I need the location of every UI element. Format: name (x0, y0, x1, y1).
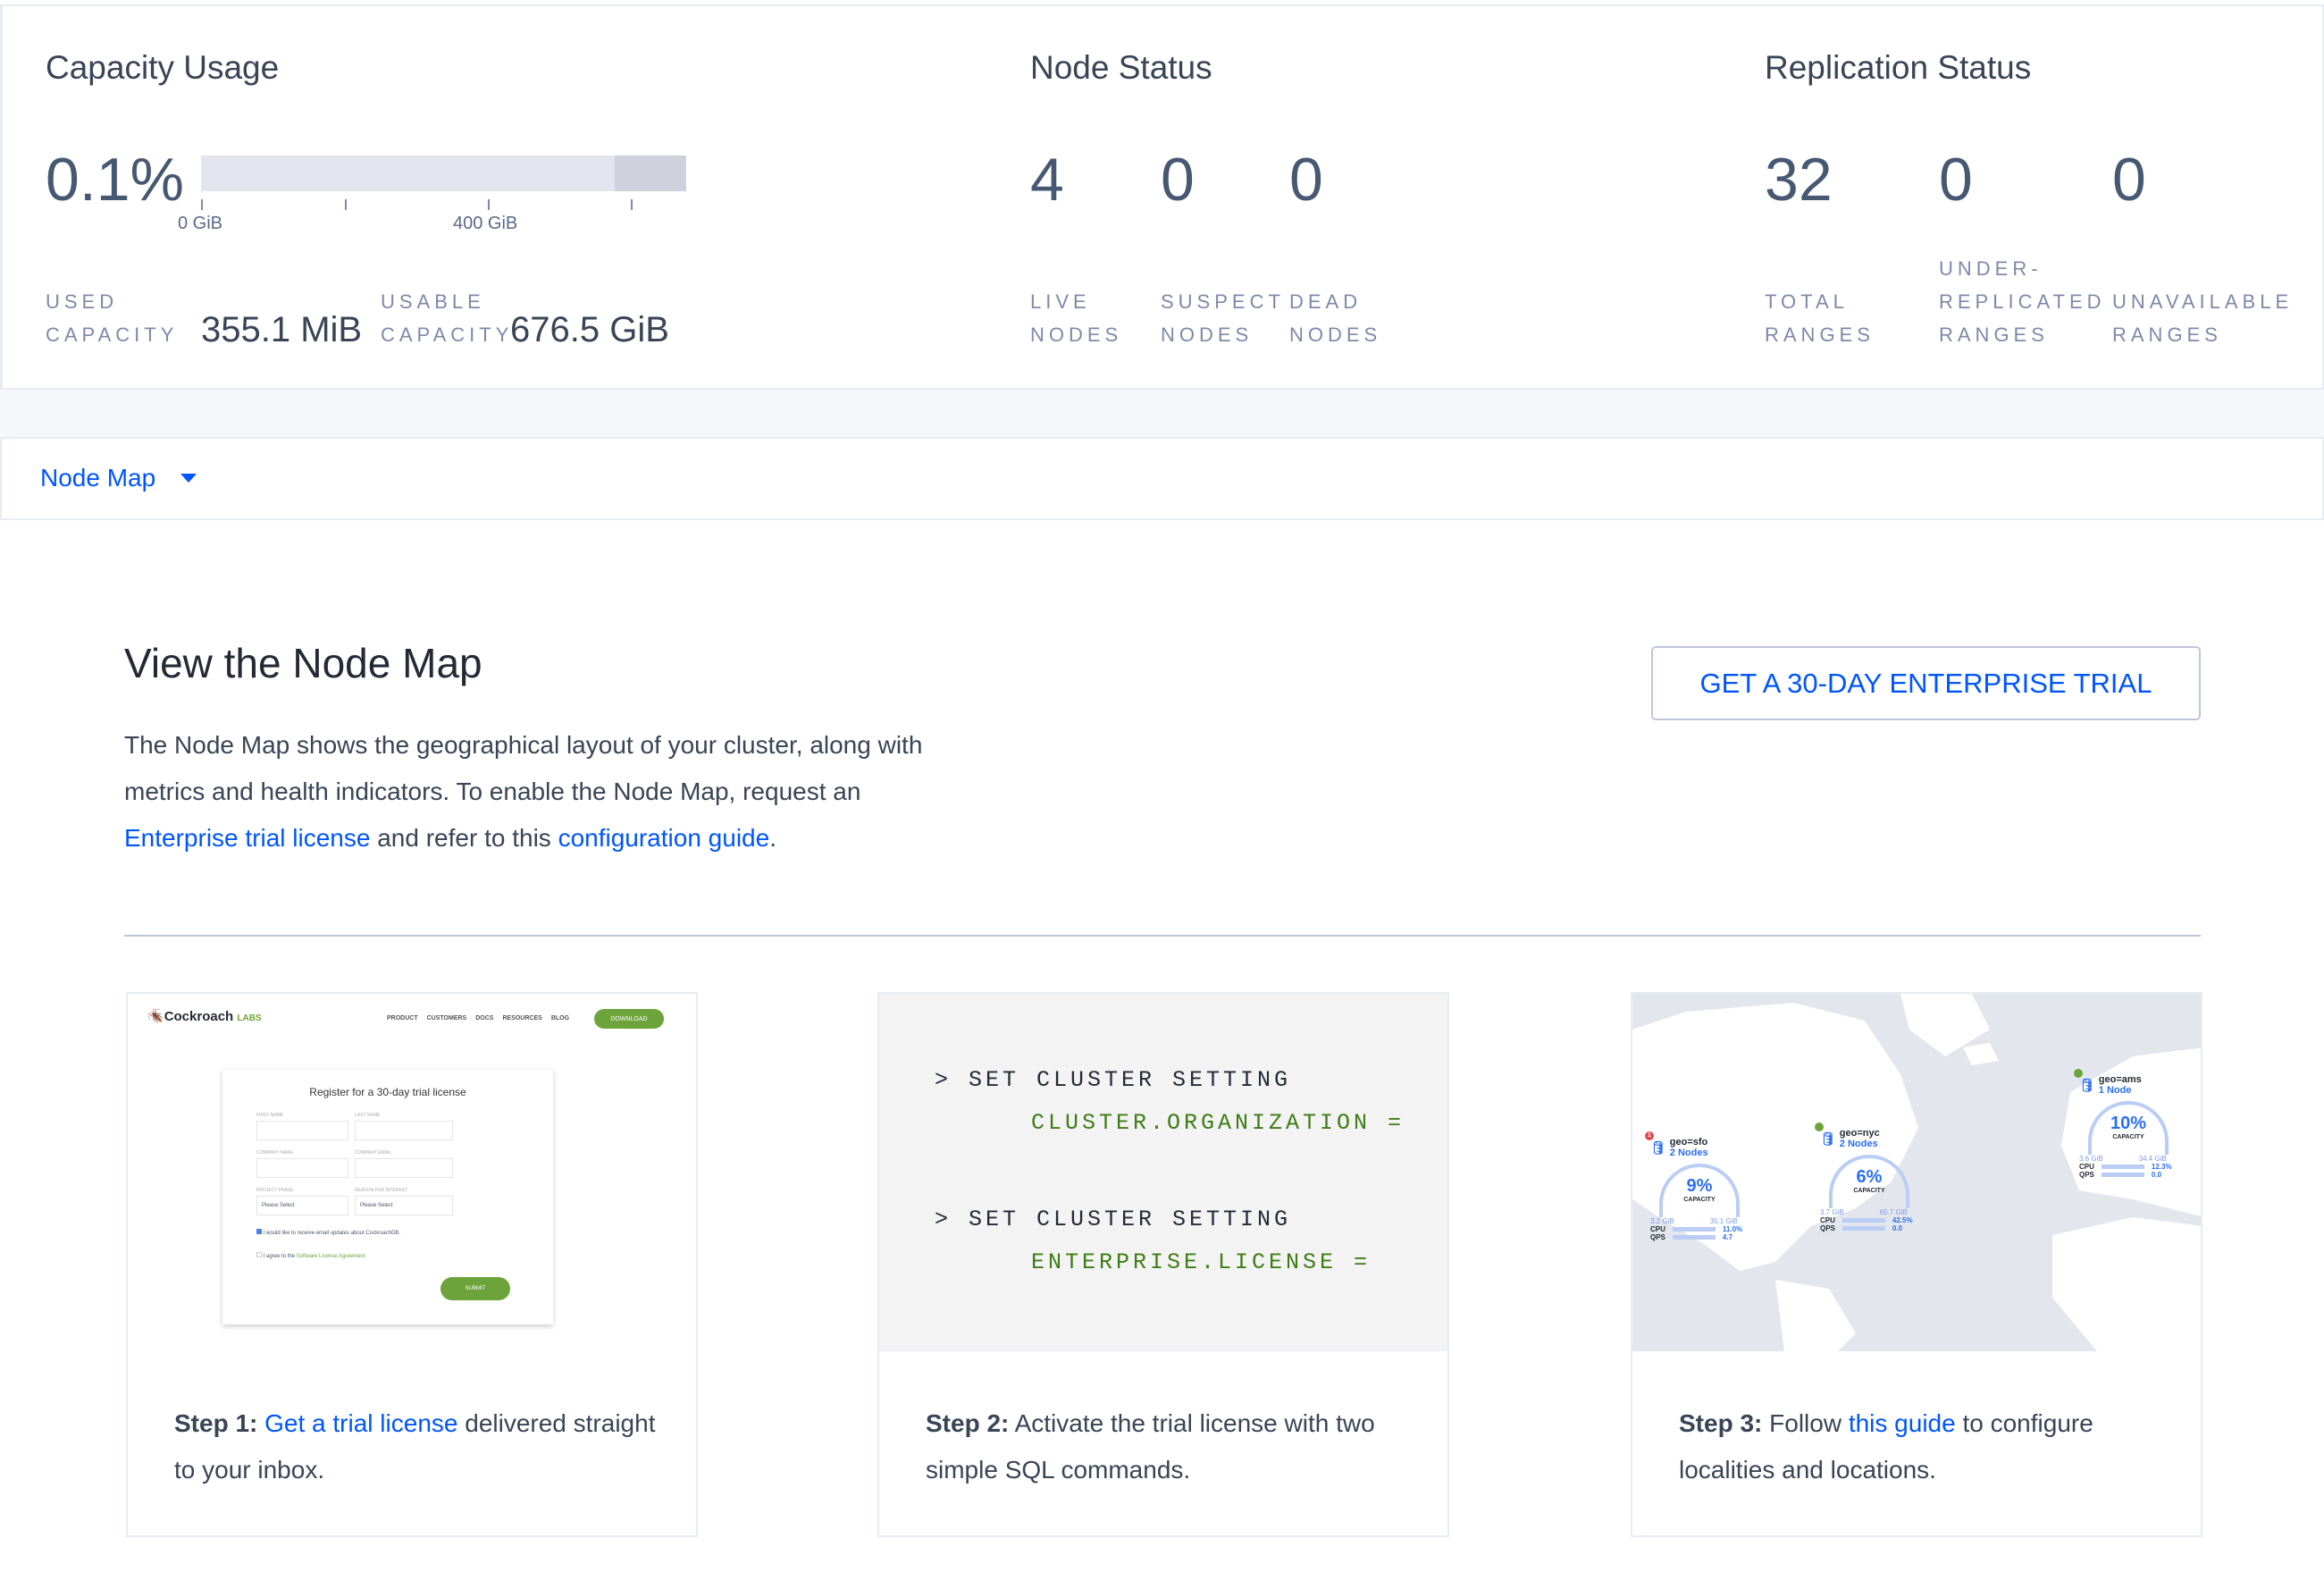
capacity-bar (201, 156, 686, 191)
tick-label: 0 GiB (178, 214, 223, 233)
unavailable-value: 0 (2112, 146, 2146, 214)
sql-command: > SET CLUSTER SETTING (935, 1067, 1292, 1093)
dead-nodes-label: DEAD NODES (1289, 290, 1382, 346)
view-selector-bar: Node Map (0, 437, 2324, 520)
check-badge-icon (1815, 1122, 1824, 1131)
trial-signup-preview: 🪳Cockroach LABS PRODUCT CUSTOMERS DOCS RESO… (128, 994, 696, 1351)
dropdown-label: Node Map (40, 464, 156, 492)
map-locality-widget: 🛢 geo=nyc 2 Nodes 6% CAPACITY 3.7 GiB 65.7 G… (1815, 1122, 1913, 1232)
get-trial-license-link[interactable]: Get a trial license (264, 1409, 458, 1437)
cluster-summary-panel: Capacity Usage 0.1% 0 GiB 400 GiB USED CA… (0, 4, 2324, 390)
tick-label: 400 GiB (453, 214, 518, 233)
usable-capacity-value: 676.5 GiB (510, 310, 669, 349)
signup-form: Register for a 30-day trial license FIRS… (222, 1070, 553, 1324)
step-3-text: Step 3: Follow this guide to configure l… (1679, 1409, 2093, 1484)
this-guide-link[interactable]: this guide (1848, 1409, 1956, 1437)
cockroach-logo: 🪳Cockroach LABS (147, 1009, 262, 1024)
sql-commands-preview: > SET CLUSTER SETTING CLUSTER.ORGANIZATI… (879, 994, 1447, 1351)
live-nodes-value: 4 (1030, 146, 1064, 214)
replication-title: Replication Status (1765, 49, 2032, 86)
capacity-percent: 0.1% (46, 146, 184, 214)
usable-capacity-label: USABLE CAPACITY (381, 290, 514, 346)
page-heading: View the Node Map (124, 640, 482, 686)
used-capacity-label: USED CAPACITY (46, 290, 179, 346)
under-replicated-value: 0 (1939, 146, 1973, 214)
check-badge-icon (2074, 1069, 2083, 1078)
capacity-bar-segment (615, 156, 686, 191)
used-capacity-value: 355.1 MiB (201, 310, 363, 349)
step-2-card: > SET CLUSTER SETTING CLUSTER.ORGANIZATI… (877, 992, 1449, 1537)
unavailable-label: UNAVAILABLE RANGES (2112, 290, 2294, 346)
total-ranges-label: TOTAL RANGES (1765, 290, 1875, 346)
step-3-card: 🛢 geo=sfo 2 Nodes 9% CAPACITY 3.2 GiB 35.1 G… (1631, 992, 2202, 1537)
map-locality-widget: 🛢 geo=sfo 2 Nodes 9% CAPACITY 3.2 GiB 35.1 G… (1645, 1131, 1742, 1241)
dead-nodes-value: 0 (1289, 146, 1323, 214)
configuration-guide-link[interactable]: configuration guide (558, 824, 770, 852)
node-map-preview: 🛢 geo=sfo 2 Nodes 9% CAPACITY 3.2 GiB 35.1 G… (1632, 994, 2201, 1351)
database-icon: 🛢 (1650, 1139, 1666, 1155)
caret-down-icon (180, 474, 197, 483)
enterprise-trial-link[interactable]: Enterprise trial license (124, 824, 371, 852)
step-2-text: Step 2: Activate the trial license with … (926, 1409, 1375, 1484)
description: The Node Map shows the geographical layo… (124, 731, 923, 852)
suspect-nodes-label: SUSPECT NODES (1161, 290, 1285, 346)
sql-command: > SET CLUSTER SETTING (935, 1206, 1292, 1232)
separator-band (0, 390, 2324, 437)
total-ranges-value: 32 (1765, 146, 1833, 214)
step-1-card: 🪳Cockroach LABS PRODUCT CUSTOMERS DOCS RESO… (126, 992, 698, 1537)
step-1-text: Step 1: Get a trial license delivered st… (174, 1409, 656, 1484)
suspect-nodes-value: 0 (1161, 146, 1195, 214)
under-replicated-label: UNDER- REPLICATED RANGES (1939, 257, 2106, 346)
sql-argument: ENTERPRISE.LICENSE = (1031, 1249, 1372, 1275)
enterprise-trial-button[interactable]: GET A 30-DAY ENTERPRISE TRIAL (1651, 646, 2201, 720)
sql-argument: CLUSTER.ORGANIZATION = (1031, 1110, 1405, 1136)
database-icon: 🛢 (2079, 1077, 2095, 1092)
download-badge: DOWNLOAD (594, 1009, 664, 1029)
map-locality-widget: 🛢 geo=ams 1 Node 10% CAPACITY 3.6 GiB 34.4 G… (2074, 1069, 2172, 1179)
live-nodes-label: LIVE NODES (1030, 290, 1123, 346)
alert-badge-icon: 1 (1645, 1131, 1654, 1140)
capacity-title: Capacity Usage (46, 49, 280, 86)
database-icon: 🛢 (1820, 1131, 1836, 1146)
node-status-title: Node Status (1030, 49, 1212, 86)
divider (124, 935, 2201, 937)
node-map-dropdown[interactable]: Node Map (40, 464, 197, 492)
